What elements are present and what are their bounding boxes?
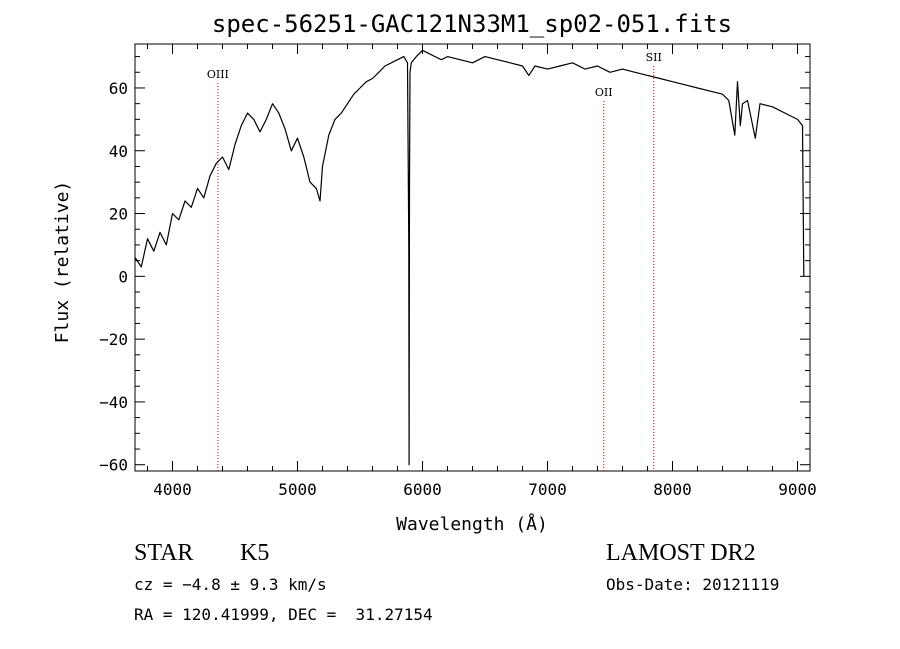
y-tick-label: 60 — [109, 79, 128, 98]
x-tick-label: 9000 — [778, 480, 817, 499]
chart-title: spec-56251-GAC121N33M1_sp02-051.fits — [212, 10, 732, 38]
annotation-label: SII — [646, 51, 662, 64]
x-axis-label: Wavelength (Å) — [396, 513, 548, 535]
y-tick-label: 0 — [118, 267, 128, 286]
spectrum-line — [134, 49, 805, 466]
object-class: STAR — [134, 540, 194, 566]
annotation-label: OII — [595, 86, 613, 99]
x-tick-label: 4000 — [153, 480, 192, 499]
object-subclass: K5 — [240, 540, 270, 566]
y-tick-label: 20 — [109, 205, 128, 224]
observation-date: Obs-Date: 20121119 — [606, 575, 780, 594]
x-tick-label: 6000 — [403, 480, 442, 499]
x-tick-label: 7000 — [528, 480, 567, 499]
x-tick-label: 5000 — [278, 480, 317, 499]
y-tick-label: −20 — [99, 330, 128, 349]
annotation-label: OIII — [207, 68, 229, 81]
coordinates-line: RA = 120.41999, DEC = 31.27154 — [134, 605, 433, 624]
plot-frame — [134, 43, 811, 472]
y-tick-label: −60 — [99, 456, 128, 475]
x-tick-label: 8000 — [653, 480, 692, 499]
redshift-line: cz = −4.8 ± 9.3 km/s — [134, 575, 327, 594]
y-tick-label: 40 — [109, 142, 128, 161]
y-tick-label: −40 — [99, 393, 128, 412]
axis-ticks: 4000 5000 6000 7000 8000 9000 −60 −40 −20 0 20 40 60 — [99, 44, 817, 499]
survey-name: LAMOST DR2 — [606, 540, 756, 566]
y-axis-label: Flux (relative) — [52, 181, 73, 344]
series-layer — [134, 49, 805, 466]
annotation-layer: OIII OII SII — [207, 51, 662, 471]
